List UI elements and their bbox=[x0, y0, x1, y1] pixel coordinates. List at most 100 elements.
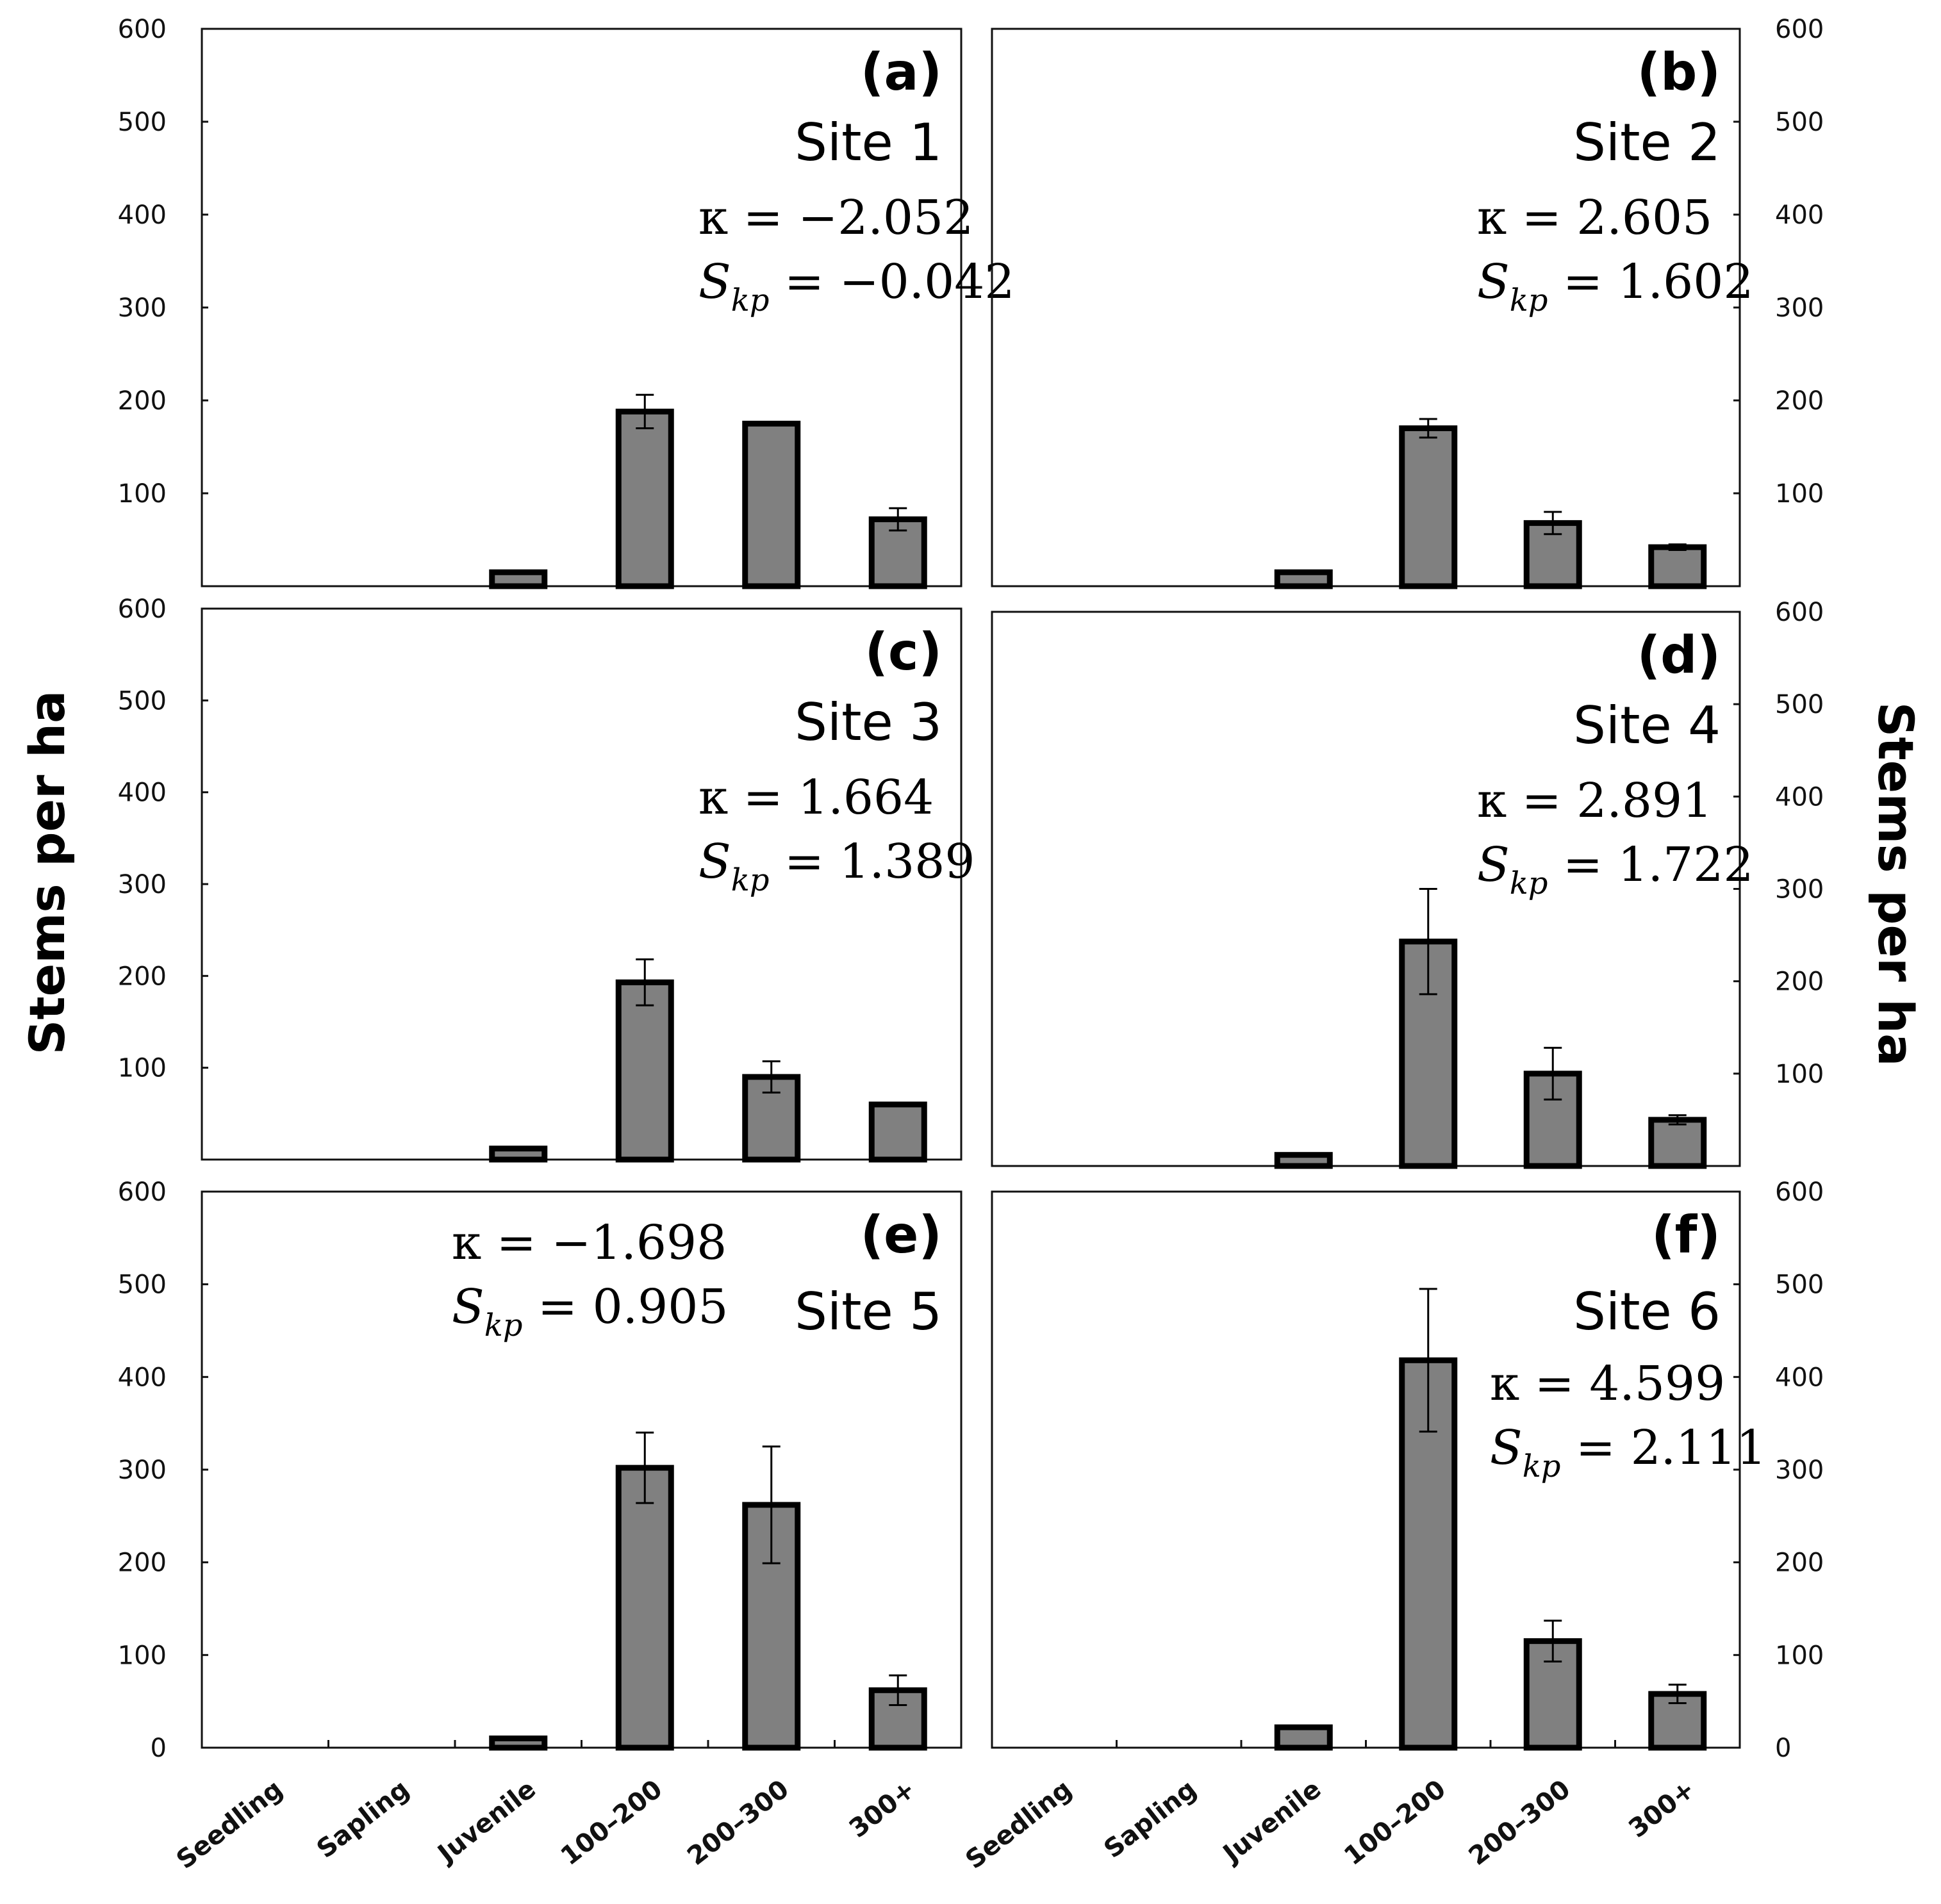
y-tick-label: 500 bbox=[1775, 108, 1824, 137]
panel-c: 600 500 400 300 200 100 (c) Site 3 κ = 1.664 Skp … bbox=[118, 595, 975, 1163]
y-tick-label: 200 bbox=[118, 386, 167, 416]
panel-label: (e) bbox=[861, 1205, 942, 1265]
panel-label: (c) bbox=[864, 622, 942, 682]
y-tick-label: 500 bbox=[1775, 690, 1824, 719]
skp-subscript: kp bbox=[1523, 1449, 1561, 1484]
y-tick-label: 200 bbox=[1775, 967, 1824, 997]
y-tick-label: 300 bbox=[1775, 1456, 1824, 1485]
x-tick-label: Seedling bbox=[960, 1775, 1077, 1875]
y-tick-label: 200 bbox=[118, 962, 167, 991]
panel-a: 600 500 400 300 200 100 (a) Site 1 κ = −2.052 Skp… bbox=[118, 15, 1014, 589]
skp-value: = 2.111 bbox=[1561, 1420, 1767, 1475]
y-tick-label: 300 bbox=[118, 293, 167, 323]
y-tick-label: 500 bbox=[118, 108, 167, 137]
y-tick-label: 600 bbox=[118, 595, 167, 624]
y-tick-label: 600 bbox=[1775, 1178, 1824, 1207]
y-tick-label: 200 bbox=[1775, 1548, 1824, 1578]
kappa-stat: κ = 2.891 bbox=[1477, 773, 1712, 828]
skp-value: = 1.389 bbox=[770, 834, 975, 889]
bar-Juvenile bbox=[1274, 1724, 1333, 1751]
bar-200–300 bbox=[742, 420, 801, 589]
skp-value: = −0.042 bbox=[770, 254, 1015, 309]
y-tick-label: 500 bbox=[118, 1270, 167, 1300]
y-tick-label: 100 bbox=[1775, 1060, 1824, 1089]
x-tick-label: 300+ bbox=[1623, 1775, 1701, 1844]
skp-subscript: kp bbox=[731, 283, 770, 318]
y-tick-label: 400 bbox=[1775, 201, 1824, 230]
y-axis-label-left: Stems per ha bbox=[19, 691, 76, 1055]
skp-subscript: kp bbox=[1510, 866, 1548, 901]
skp-stat: Skp = 2.111 bbox=[1490, 1420, 1766, 1484]
y-tick-label: 600 bbox=[1775, 598, 1824, 627]
x-tick-label: 100–200 bbox=[1339, 1775, 1451, 1871]
y-tick-label: 400 bbox=[118, 201, 167, 230]
y-tick-label: 100 bbox=[1775, 1641, 1824, 1670]
bar-Juvenile bbox=[1274, 569, 1333, 589]
y-tick-label: 400 bbox=[118, 778, 167, 808]
y-tick-label: 100 bbox=[118, 1054, 167, 1083]
site-title: Site 2 bbox=[1573, 113, 1721, 172]
bar-300+ bbox=[1648, 544, 1707, 589]
site-title: Site 4 bbox=[1573, 696, 1721, 755]
y-tick-label: 600 bbox=[118, 1178, 167, 1207]
x-tick-label: Sapling bbox=[311, 1775, 415, 1864]
panel-d: 600 500 400 300 200 100 (d) Site 4 κ = 2.891 Skp … bbox=[991, 598, 1824, 1169]
skp-stat: Skp = 1.389 bbox=[698, 834, 975, 898]
site-title: Site 3 bbox=[795, 693, 942, 752]
skp-stat: Skp = 1.722 bbox=[1477, 837, 1753, 901]
x-tick-label: Juvenile bbox=[431, 1775, 541, 1870]
bar-Juvenile bbox=[1274, 1152, 1333, 1169]
y-tick-label: 500 bbox=[1775, 1270, 1824, 1300]
x-tick-label: 100–200 bbox=[556, 1775, 668, 1871]
panel-f: 600 500 400 300 200 100 0 Seedling Sapling Juveni… bbox=[960, 1178, 1824, 1875]
y-tick-label: 0 bbox=[151, 1734, 167, 1763]
site-title: Site 1 bbox=[795, 113, 942, 172]
y-tick-label: 600 bbox=[1775, 15, 1824, 44]
y-tick-label: 400 bbox=[1775, 782, 1824, 812]
panel-label: (b) bbox=[1637, 42, 1721, 102]
x-tick-label: 200–300 bbox=[1464, 1775, 1576, 1871]
bar-Juvenile bbox=[489, 1736, 548, 1751]
bar-300+ bbox=[1648, 1117, 1707, 1169]
y-tick-label: 600 bbox=[118, 15, 167, 44]
x-tick-label: Seedling bbox=[171, 1775, 288, 1875]
y-tick-label: 500 bbox=[118, 686, 167, 716]
kappa-stat: κ = 4.599 bbox=[1490, 1356, 1725, 1411]
skp-subscript: kp bbox=[1510, 283, 1548, 318]
skp-subscript: kp bbox=[484, 1308, 523, 1343]
y-tick-label: 200 bbox=[118, 1548, 167, 1578]
y-tick-label: 400 bbox=[118, 1363, 167, 1392]
skp-value: = 1.722 bbox=[1548, 837, 1754, 892]
x-tick-label: 200–300 bbox=[682, 1775, 795, 1871]
bar-Juvenile bbox=[489, 569, 548, 589]
bar-300+ bbox=[868, 1101, 927, 1163]
y-tick-label: 100 bbox=[118, 479, 167, 509]
panel-label: (d) bbox=[1637, 625, 1721, 685]
kappa-stat: κ = 2.605 bbox=[1477, 190, 1712, 245]
y-tick-label: 100 bbox=[118, 1641, 167, 1670]
kappa-stat: κ = −1.698 bbox=[452, 1215, 727, 1270]
bar-Juvenile bbox=[489, 1145, 548, 1163]
y-tick-label: 100 bbox=[1775, 479, 1824, 509]
bar-100–200 bbox=[615, 408, 674, 589]
panel-label: (a) bbox=[861, 42, 942, 102]
y-axis-label-right: Stems per ha bbox=[1867, 702, 1924, 1067]
skp-stat: Skp = −0.042 bbox=[698, 254, 1014, 318]
y-tick-label: 300 bbox=[118, 1456, 167, 1485]
y-tick-label: 200 bbox=[1775, 386, 1824, 416]
bar-100–200 bbox=[615, 1465, 674, 1751]
y-tick-label: 0 bbox=[1775, 1734, 1791, 1763]
x-tick-label: Juvenile bbox=[1216, 1775, 1326, 1870]
panel-b: 600 500 400 300 200 100 (b) Site 2 κ = 2.605 Skp … bbox=[991, 15, 1824, 589]
skp-subscript: kp bbox=[731, 862, 770, 898]
bar-100–200 bbox=[615, 979, 674, 1163]
skp-value: = 0.905 bbox=[523, 1279, 729, 1334]
bar-100–200 bbox=[1399, 425, 1458, 589]
kappa-stat: κ = −2.052 bbox=[698, 190, 973, 245]
site-title: Site 6 bbox=[1573, 1282, 1721, 1342]
kappa-stat: κ = 1.664 bbox=[698, 770, 934, 825]
site-title: Site 5 bbox=[795, 1282, 942, 1342]
skp-value: = 1.602 bbox=[1548, 254, 1754, 309]
